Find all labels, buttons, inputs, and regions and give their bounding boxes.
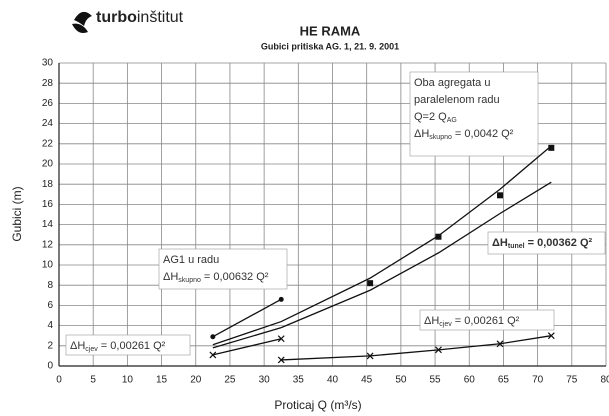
annotation-sub: tunel [508, 243, 525, 250]
point [367, 280, 374, 287]
annotation-base: ΔH [492, 237, 508, 249]
annotation-rest: = 0,0042 Q² [452, 128, 514, 140]
y-tick-label: 4 [47, 320, 53, 331]
logo: turboinštitut [96, 9, 184, 26]
annotation-base: ΔH [424, 315, 439, 327]
y-tick-label: 10 [42, 260, 54, 271]
x-tick-label: 45 [361, 375, 373, 386]
point [548, 144, 555, 151]
x-tick-label: 75 [566, 375, 578, 386]
series-line [212, 298, 282, 338]
annotation-box [65, 334, 191, 356]
annotation-base: ΔH [163, 271, 178, 283]
y-axis-label: Gubici (m) [10, 186, 24, 241]
series-line [281, 335, 552, 361]
x-tick-label: 20 [190, 375, 202, 386]
point [278, 296, 284, 302]
point [277, 356, 285, 364]
point [435, 346, 442, 354]
x-tick-label: 0 [56, 375, 62, 386]
annotation-base: Q=2 Q [414, 111, 447, 123]
x-tick-label: 80 [600, 375, 609, 386]
annotation: paralelenom radu [414, 94, 500, 106]
x-tick-label: 10 [122, 375, 134, 386]
annotation: ΔHcjev = 0,00261 Q² [70, 340, 166, 353]
point [496, 340, 504, 348]
x-tick-label: 40 [327, 375, 339, 386]
annotation: ΔHtunel = 0,00362 Q² [492, 237, 593, 250]
point [547, 332, 555, 340]
y-tick-label: 28 [42, 78, 54, 89]
annotation-sub: skupno [429, 134, 452, 141]
annotation-rest: = 0,00261 Q² [452, 315, 520, 327]
series-line [212, 145, 552, 346]
annotation-sub: cjev [439, 321, 452, 328]
annotation-box [487, 231, 606, 255]
y-tick-label: 0 [47, 361, 53, 372]
annotation-box [158, 248, 288, 290]
annotation-rest: = 0,00362 Q² [525, 237, 593, 249]
logo-rest: inštitut [137, 9, 184, 26]
y-tick-label: 14 [42, 219, 54, 230]
x-tick-label: 15 [156, 375, 168, 386]
annotation-base: ΔH [70, 340, 85, 352]
x-tick-label: 60 [464, 375, 476, 386]
y-tick-label: 8 [47, 280, 53, 291]
y-tick-label: 16 [42, 199, 54, 210]
annotation-sub: AG [447, 117, 457, 124]
x-tick-label: 30 [259, 375, 271, 386]
logo-bold: turbo [96, 9, 137, 26]
annotation-rest: = 0,00632 Q² [201, 271, 269, 283]
annotation-sub: cjev [85, 346, 98, 353]
annotation-box [409, 71, 539, 157]
point [209, 351, 217, 359]
y-tick-label: 2 [47, 340, 53, 351]
y-tick-label: 26 [42, 98, 54, 109]
series-line [212, 338, 282, 356]
x-tick-label: 50 [395, 375, 407, 386]
x-tick-label: 55 [430, 375, 442, 386]
chart-title: HE RAMA [300, 23, 361, 38]
x-tick-label: 5 [90, 375, 96, 386]
point [277, 335, 285, 343]
logo-icon [72, 11, 92, 33]
series-line [212, 181, 552, 349]
point [366, 352, 374, 360]
y-tick-label: 6 [47, 300, 53, 311]
x-tick-label: 65 [498, 375, 510, 386]
annotation: ΔHcjev = 0,00261 Q² [424, 315, 520, 328]
annotation-sub: skupno [178, 277, 201, 284]
y-tick-label: 12 [42, 239, 54, 250]
y-tick-label: 18 [42, 179, 54, 190]
y-tick-label: 30 [42, 58, 54, 69]
point [435, 233, 442, 240]
annotation: Q=2 QAG [414, 111, 457, 124]
y-tick-label: 24 [42, 118, 54, 129]
chart-subtitle: Gubici pritiska AG. 1, 21. 9. 2001 [261, 41, 399, 51]
y-tick-label: 22 [42, 138, 54, 149]
annotation: AG1 u radu [163, 254, 219, 266]
x-axis-label: Proticaj Q (m³/s) [274, 398, 361, 412]
annotation: ΔHskupno = 0,00632 Q² [163, 271, 269, 284]
annotation-rest: = 0,00261 Q² [98, 340, 166, 352]
point [210, 334, 216, 340]
point [497, 192, 504, 199]
y-tick-label: 20 [42, 159, 54, 170]
x-tick-label: 25 [224, 375, 236, 386]
annotation: Oba agregata u [414, 77, 490, 89]
annotation: ΔHskupno = 0,0042 Q² [414, 128, 514, 141]
annotation-base: ΔH [414, 128, 429, 140]
annotation-box [419, 309, 555, 331]
x-tick-label: 35 [293, 375, 305, 386]
x-tick-label: 70 [532, 375, 544, 386]
